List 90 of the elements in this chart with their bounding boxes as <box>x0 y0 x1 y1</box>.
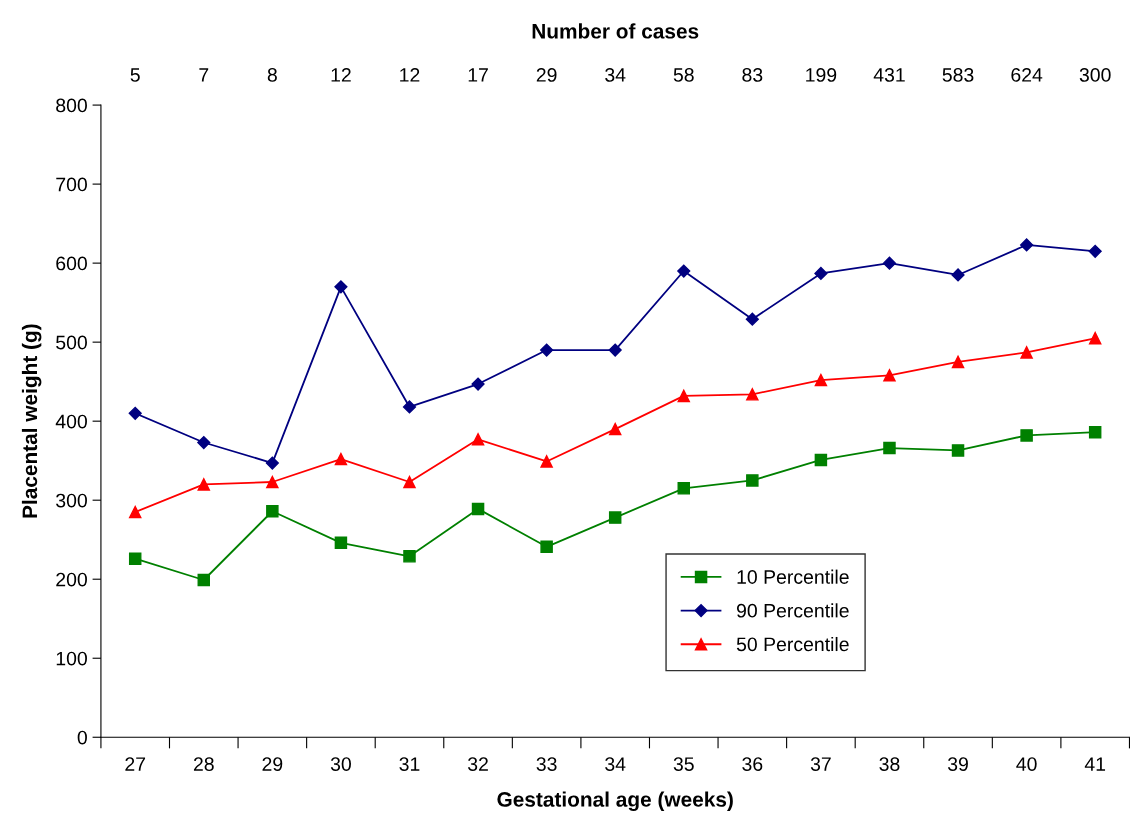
y-tick-label: 700 <box>56 177 87 192</box>
text: 199 <box>806 68 837 82</box>
point <box>197 573 211 587</box>
x-tick-label: 41 <box>1084 757 1106 771</box>
point <box>403 475 416 489</box>
chart-title: Number of cases <box>532 23 699 39</box>
y-axis-title: Placental weight (g) <box>21 324 42 518</box>
y-tick-label: 200 <box>56 572 87 587</box>
y-tick-label: 300 <box>56 493 87 508</box>
x-tick-label: 34 <box>605 757 626 771</box>
y-tick-label: 0 <box>77 730 87 745</box>
x-axis-title: Gestational age (weeks) <box>497 791 733 811</box>
point <box>608 511 622 524</box>
point <box>334 280 348 294</box>
x-tick-label: 29 <box>262 757 283 771</box>
x-tick-label: 32 <box>467 757 488 771</box>
x-tick-label: 37 <box>810 757 831 771</box>
point <box>1088 425 1102 439</box>
point <box>951 268 965 282</box>
x-tick-label: 31 <box>399 757 420 771</box>
point <box>128 406 142 420</box>
point <box>951 444 965 457</box>
point <box>746 388 759 401</box>
text: 34 <box>605 68 626 82</box>
text: 17 <box>468 68 488 82</box>
point <box>197 478 211 491</box>
text: 300 <box>1079 68 1111 82</box>
point <box>266 475 279 489</box>
point <box>540 540 553 554</box>
point <box>608 422 622 436</box>
point <box>471 502 485 516</box>
point <box>951 355 965 369</box>
point <box>677 482 691 495</box>
text: 29 <box>536 68 557 82</box>
point <box>265 456 279 470</box>
x-tick-label: 36 <box>742 757 763 771</box>
point <box>1020 238 1034 252</box>
point <box>1088 244 1102 258</box>
legend-label: 50 Percentile <box>736 636 849 652</box>
y-tick-label: 400 <box>55 414 87 429</box>
point <box>1020 346 1033 359</box>
x-tick-label: 40 <box>1016 757 1037 771</box>
point <box>266 505 279 518</box>
point <box>883 441 896 455</box>
x-tick-label: 33 <box>536 757 557 771</box>
point <box>471 433 485 446</box>
text: 624 <box>1011 68 1043 82</box>
x-tick-label: 38 <box>879 757 900 771</box>
point <box>814 453 828 467</box>
point <box>128 505 142 519</box>
point <box>745 312 759 326</box>
point <box>883 369 896 382</box>
point <box>746 474 759 487</box>
point <box>608 343 622 357</box>
y-tick-label: 100 <box>56 651 87 666</box>
point <box>677 264 691 278</box>
y-tick-label: 600 <box>56 256 87 271</box>
x-tick-label: 30 <box>330 757 351 771</box>
point <box>540 455 553 468</box>
point <box>814 373 828 387</box>
text: 58 <box>673 68 694 82</box>
text: 431 <box>873 68 905 82</box>
x-tick-label: 35 <box>673 757 694 771</box>
point <box>471 377 485 391</box>
point <box>334 536 348 550</box>
text: 7 <box>199 68 209 82</box>
text: 8 <box>267 68 277 82</box>
text: 83 <box>742 68 763 82</box>
point <box>197 435 211 450</box>
text: 12 <box>400 68 420 82</box>
point <box>882 256 897 270</box>
text: 583 <box>942 68 974 82</box>
point <box>814 266 828 280</box>
point <box>677 389 691 403</box>
legend-label: 90 Percentile <box>736 603 849 618</box>
point <box>1088 331 1102 345</box>
legend-label: 10 Percentile <box>737 569 849 584</box>
point <box>402 400 417 414</box>
x-tick-label: 27 <box>125 757 146 771</box>
point <box>1020 429 1033 442</box>
point <box>128 552 142 565</box>
x-tick-label: 39 <box>947 757 968 771</box>
y-tick-label: 500 <box>56 335 87 350</box>
y-tick-label: 800 <box>56 98 87 113</box>
x-tick-label: 28 <box>193 757 214 771</box>
text: 5 <box>130 68 140 82</box>
point <box>403 550 416 563</box>
point <box>540 343 554 357</box>
text: 12 <box>331 68 351 82</box>
point <box>334 452 348 466</box>
